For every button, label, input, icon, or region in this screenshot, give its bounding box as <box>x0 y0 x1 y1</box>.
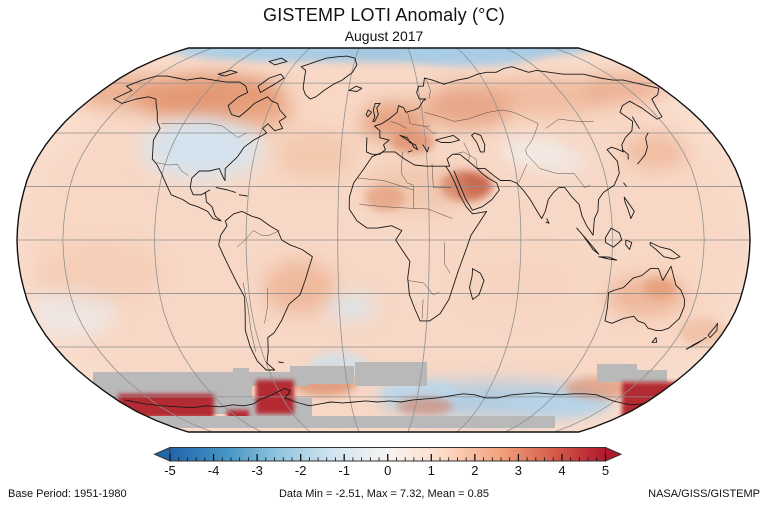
colorbar-tick-labels: -5 -4 -3 -2 -1 0 1 2 3 4 5 <box>164 463 609 478</box>
svg-text:-2: -2 <box>295 463 307 478</box>
map-outline <box>16 47 751 433</box>
svg-text:0: 0 <box>384 463 391 478</box>
country-borders <box>156 77 594 352</box>
coastlines <box>113 55 718 409</box>
map-body <box>17 48 750 432</box>
svg-text:3: 3 <box>515 463 522 478</box>
base-period-label: Base Period: 1951-1980 <box>8 488 127 500</box>
svg-text:1: 1 <box>428 463 435 478</box>
colorbar: -5 -4 -3 -2 -1 0 1 2 3 4 5 <box>153 446 623 478</box>
no-data-bottom-strip <box>150 416 555 428</box>
colorbar-right-arrow <box>605 446 623 462</box>
chart-title: GISTEMP LOTI Anomaly (°C) <box>263 5 505 25</box>
svg-text:-5: -5 <box>164 463 176 478</box>
svg-text:4: 4 <box>558 463 565 478</box>
svg-text:5: 5 <box>602 463 609 478</box>
chart-subtitle: August 2017 <box>344 28 424 44</box>
svg-text:-3: -3 <box>251 463 263 478</box>
colorbar-ticks <box>169 454 607 461</box>
svg-text:-4: -4 <box>208 463 220 478</box>
svg-text:-1: -1 <box>338 463 350 478</box>
svg-text:2: 2 <box>471 463 478 478</box>
colorbar-left-arrow <box>153 446 171 462</box>
credit-label: NASA/GISS/GISTEMP <box>648 488 760 500</box>
data-stats-label: Data Min = -2.51, Max = 7.32, Mean = 0.8… <box>278 488 490 500</box>
